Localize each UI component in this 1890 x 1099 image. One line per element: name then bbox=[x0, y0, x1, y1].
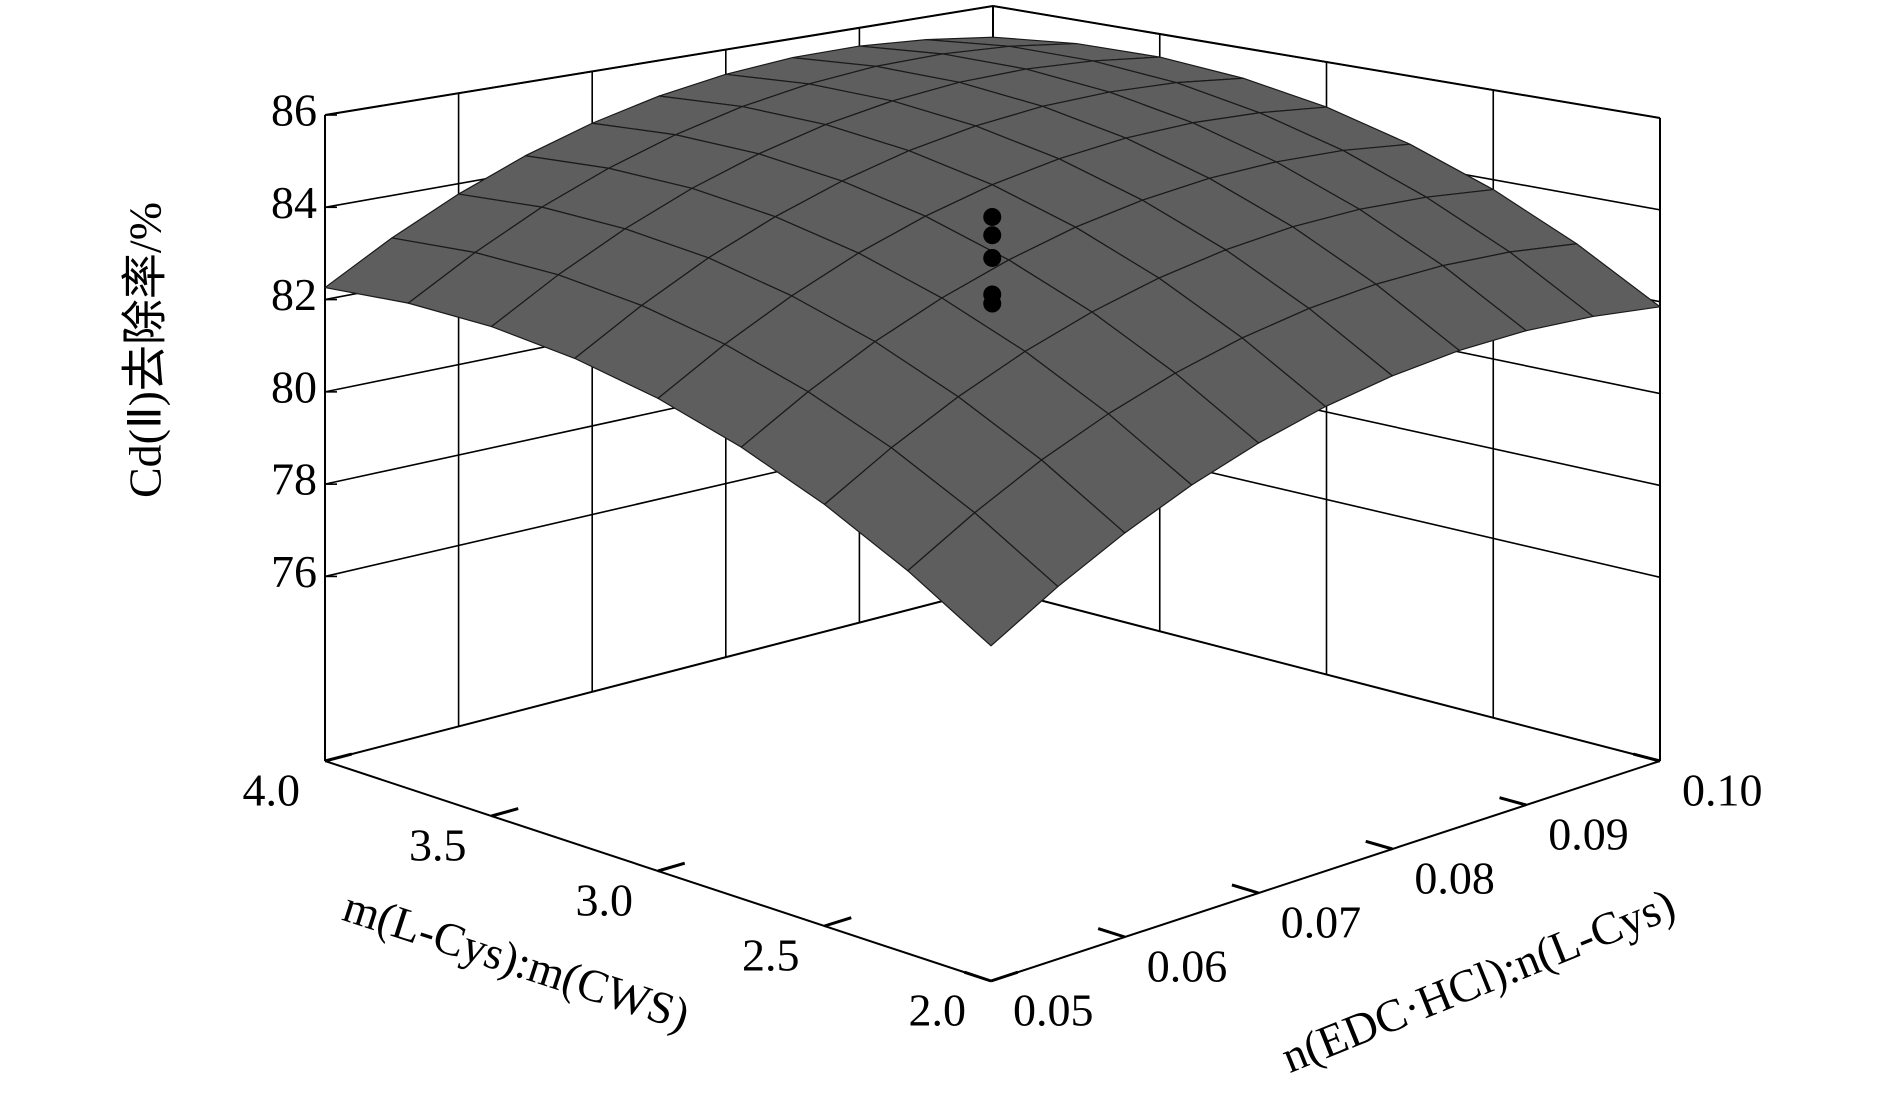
z-tick-label: 76 bbox=[271, 546, 317, 597]
x-tick bbox=[990, 970, 1019, 983]
y-tick bbox=[1231, 883, 1260, 895]
box-edge bbox=[990, 760, 1661, 982]
grid-line bbox=[324, 5, 994, 116]
z-axis-title: Cd(Ⅱ)去除率/% bbox=[120, 202, 171, 498]
x-tick bbox=[491, 807, 519, 818]
y-tick bbox=[963, 970, 992, 983]
x-tick-label: 3.5 bbox=[409, 820, 467, 871]
y-tick bbox=[1499, 796, 1527, 807]
y-tick-label: 0.06 bbox=[1147, 941, 1228, 992]
y-tick-label: 0.09 bbox=[1548, 809, 1629, 860]
y-tick-label: 0.08 bbox=[1414, 853, 1495, 904]
y-tick bbox=[1365, 839, 1393, 851]
x-tick-label: 4.0 bbox=[243, 765, 301, 816]
z-tick-label: 78 bbox=[271, 454, 317, 505]
design-point bbox=[983, 294, 1002, 313]
design-point bbox=[983, 248, 1002, 267]
x-tick-label: 2.0 bbox=[909, 985, 967, 1036]
design-point bbox=[983, 226, 1002, 245]
x-axis-title: m(L-Cys):m(CWS) bbox=[337, 880, 695, 1040]
y-tick bbox=[1097, 927, 1126, 939]
x-tick bbox=[824, 916, 852, 928]
design-point bbox=[983, 207, 1002, 226]
y-tick-label: 0.05 bbox=[1013, 985, 1094, 1036]
y-tick bbox=[1632, 752, 1661, 763]
box-edge bbox=[324, 587, 994, 762]
x-tick-label: 2.5 bbox=[742, 930, 800, 981]
z-tick-label: 82 bbox=[271, 269, 317, 320]
surface-cell bbox=[907, 512, 1059, 647]
x-tick bbox=[657, 861, 686, 873]
z-tick-label: 86 bbox=[271, 85, 317, 136]
y-tick-label: 0.10 bbox=[1682, 765, 1763, 816]
y-tick-label: 0.07 bbox=[1281, 897, 1362, 948]
x-tick bbox=[324, 752, 353, 763]
z-tick-label: 80 bbox=[271, 361, 317, 412]
x-tick-label: 3.0 bbox=[576, 875, 634, 926]
z-tick-label: 84 bbox=[271, 177, 317, 228]
